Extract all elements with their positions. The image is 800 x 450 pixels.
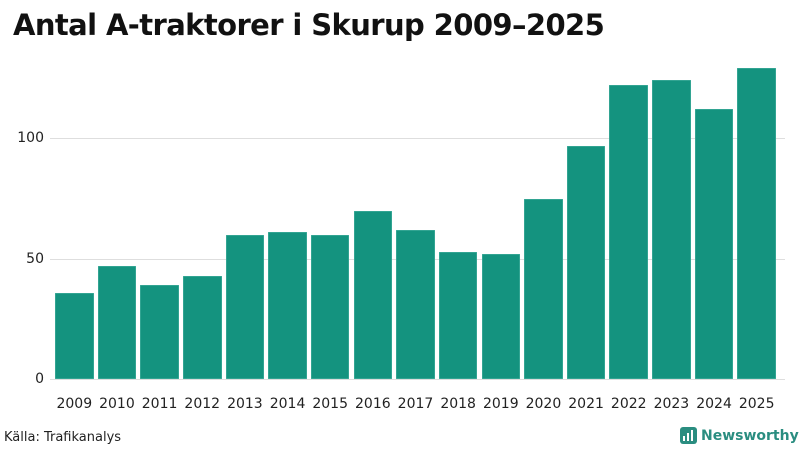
bar-2018 [438,251,478,380]
bar-2010 [97,266,137,380]
gridline [50,138,785,140]
bar-2021 [566,145,606,380]
x-tick-label: 2011 [141,396,178,412]
x-tick-label: 2016 [355,396,391,412]
bar-2013 [225,234,265,380]
x-tick-label: 2012 [184,396,221,412]
bar-2022 [609,85,649,380]
x-tick-label: 2013 [227,396,263,412]
bar-2025 [737,68,776,380]
x-tick-label: 2009 [56,396,93,412]
bar-2017 [396,229,435,380]
x-tick-label: 2019 [482,396,519,412]
x-tick-label: 2024 [696,396,732,412]
y-tick-label: 0 [35,371,44,388]
bar-2020 [524,198,563,380]
brand-logo: Newsworthy [680,427,799,444]
bar-2015 [310,234,350,380]
x-tick-label: 2014 [269,396,306,412]
x-tick-label: 2010 [99,396,135,412]
y-tick-label: 50 [26,250,44,267]
bar-2024 [694,109,734,380]
gridline [50,379,785,381]
bar-2014 [268,232,307,380]
source-note: Källa: Trafikanalys [4,430,122,445]
x-tick-label: 2021 [568,396,604,412]
brand-name: Newsworthy [701,427,799,444]
bar-2023 [652,80,691,380]
x-tick-label: 2015 [312,396,348,412]
y-tick-label: 100 [17,130,44,147]
x-tick-label: 2023 [653,396,690,412]
newsworthy-logo-icon [680,427,697,444]
bar-2019 [481,253,521,380]
x-tick-label: 2018 [440,396,476,412]
bar-2012 [182,275,222,380]
x-tick-label: 2022 [610,396,647,412]
bar-2011 [140,285,179,380]
chart-title: Antal A-traktorer i Skurup 2009–2025 [13,8,605,42]
bar-2009 [55,292,94,380]
x-tick-label: 2020 [525,396,562,412]
x-tick-label: 2017 [397,396,434,412]
x-tick-label: 2025 [738,396,775,412]
bar-2016 [353,210,393,380]
